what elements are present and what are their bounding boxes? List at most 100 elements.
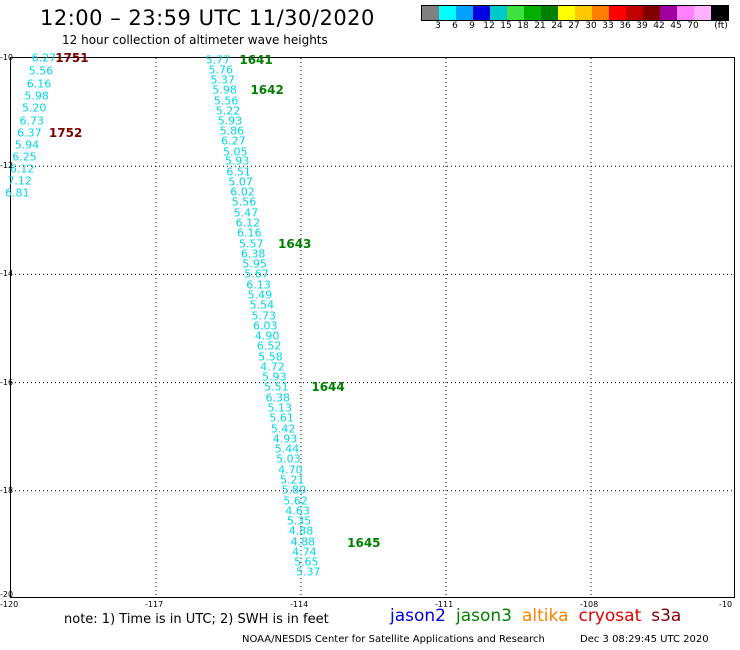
satellite-legend: jason2 jason3 altika cryosat s3a (390, 606, 691, 626)
scale-swatch (575, 6, 592, 20)
swh-value: 5.94 (14, 138, 40, 152)
scale-swatch (643, 6, 660, 20)
swh-value: 6.81 (5, 186, 30, 200)
swh-value: 4.90 (254, 329, 280, 343)
scale-swatch (473, 6, 490, 20)
swh-value: 5.44 (274, 442, 300, 456)
satellite-legend-cryosat: cryosat (578, 606, 642, 626)
scale-label: 6 (452, 21, 458, 31)
scale-swatch (507, 6, 524, 20)
credit-line: NOAA/NESDIS Center for Satellite Applica… (242, 634, 545, 645)
scale-swatch (558, 6, 575, 20)
longitude-tick-label: -10 (719, 600, 733, 609)
scale-label: 30 (585, 21, 597, 31)
swh-value: 5.07 (228, 175, 253, 189)
swh-value: 5.03 (276, 452, 301, 466)
wave-height-map: 6.27 5.56 6.16 5.98 5.20 6.73 6.37 5.94 6.25 6.12… (5, 52, 735, 598)
scale-swatch (711, 6, 728, 20)
scale-swatch (541, 6, 558, 20)
swh-value: 6.12 (235, 216, 261, 230)
scale-swatch (592, 6, 609, 20)
wave-height-color-scale (421, 5, 729, 21)
swh-value: 6.25 (12, 150, 37, 164)
swh-value: 6.52 (256, 339, 282, 353)
scale-label: 3 (435, 21, 441, 31)
swh-value: 5.98 (212, 83, 237, 97)
scale-swatch (524, 6, 541, 20)
swh-value: 4.93 (272, 432, 298, 446)
scale-label: 39 (636, 21, 648, 31)
swh-value: 5.93 (224, 154, 250, 168)
swh-value: 5.98 (24, 89, 49, 103)
scale-label: 21 (534, 21, 546, 31)
scale-swatch (490, 6, 507, 20)
pass-time-label: 1752 (48, 125, 83, 140)
swh-value: 5.05 (223, 145, 248, 159)
longitude-tick-label: -108 (580, 600, 599, 609)
swh-value: 5.77 (205, 53, 231, 67)
swh-value: 5.65 (294, 555, 319, 569)
swh-value: 5.93 (262, 370, 287, 384)
swh-value: 5.56 (231, 195, 257, 209)
satellite-legend-altika: altika (522, 606, 569, 626)
swh-value: 4.63 (285, 504, 310, 518)
swh-value: 5.37 (210, 73, 235, 87)
swh-value: 6.13 (246, 278, 271, 292)
scale-label: 18 (517, 21, 529, 31)
swh-value: 6.38 (240, 247, 266, 261)
latitude-tick-label: -12 (0, 161, 14, 171)
swh-value: 5.54 (249, 298, 275, 312)
scale-unit-label: (ft) (714, 21, 728, 31)
swh-value: 4.70 (278, 463, 303, 477)
longitude-tick-label: -120 (0, 600, 19, 609)
swh-value: 5.37 (296, 565, 321, 579)
satellite-legend-jason3: jason3 (456, 606, 512, 626)
scale-label: 42 (653, 21, 665, 31)
map-subtitle: 12 hour collection of altimeter wave hei… (62, 33, 328, 47)
longitude-tick-label: -111 (435, 600, 454, 609)
swh-value: 5.93 (217, 114, 243, 128)
scale-swatch (677, 6, 694, 20)
swh-value: 5.80 (281, 483, 307, 497)
scale-label: 15 (500, 21, 512, 31)
swh-value: 7.12 (7, 174, 32, 188)
scale-label: 45 (670, 21, 682, 31)
pass-time-label: 1643 (278, 236, 312, 251)
pass-time-label: 1641 (239, 52, 273, 67)
swh-value: 5.57 (238, 237, 264, 251)
swh-value: 5.13 (267, 401, 292, 415)
latitude-tick-label: -18 (0, 485, 14, 495)
swh-value: 4.88 (290, 535, 316, 549)
swh-value: 6.37 (17, 126, 42, 140)
scale-swatch (422, 6, 439, 20)
swh-value: 6.16 (26, 77, 52, 91)
swh-value: 6.12 (9, 162, 35, 176)
swh-value: 5.67 (244, 267, 269, 281)
swh-value: 6.27 (221, 134, 246, 148)
generated-timestamp: Dec 3 08:29:45 UTC 2020 (580, 634, 709, 645)
swh-value: 5.42 (270, 422, 296, 436)
swh-value: 5.51 (264, 380, 289, 394)
scale-label: 33 (602, 21, 614, 31)
longitude-tick-label: -114 (290, 600, 309, 609)
swh-value: 6.73 (19, 114, 45, 128)
swh-value: 6.51 (226, 165, 251, 179)
scale-swatch (660, 6, 677, 20)
swh-value: 5.62 (283, 494, 308, 508)
latitude-tick-label: -16 (0, 377, 14, 387)
swh-value: 6.03 (252, 319, 278, 333)
scale-label: 12 (483, 21, 495, 31)
pass-time-label: 1644 (311, 380, 345, 395)
scale-label: 24 (551, 21, 563, 31)
swh-value: 6.16 (237, 226, 262, 240)
map-grid (11, 58, 734, 597)
swh-value: 5.47 (233, 206, 259, 220)
latitude-tick-label: -14 (0, 269, 14, 279)
scale-label: 70 (687, 21, 699, 31)
swh-value: 5.21 (280, 473, 305, 487)
satellite-legend-jason2: jason2 (390, 606, 446, 626)
swh-value: 5.61 (269, 411, 294, 425)
swh-value: 4.72 (260, 360, 285, 374)
swh-value: 5.58 (258, 350, 283, 364)
latitude-tick-label: -20 (0, 590, 14, 599)
